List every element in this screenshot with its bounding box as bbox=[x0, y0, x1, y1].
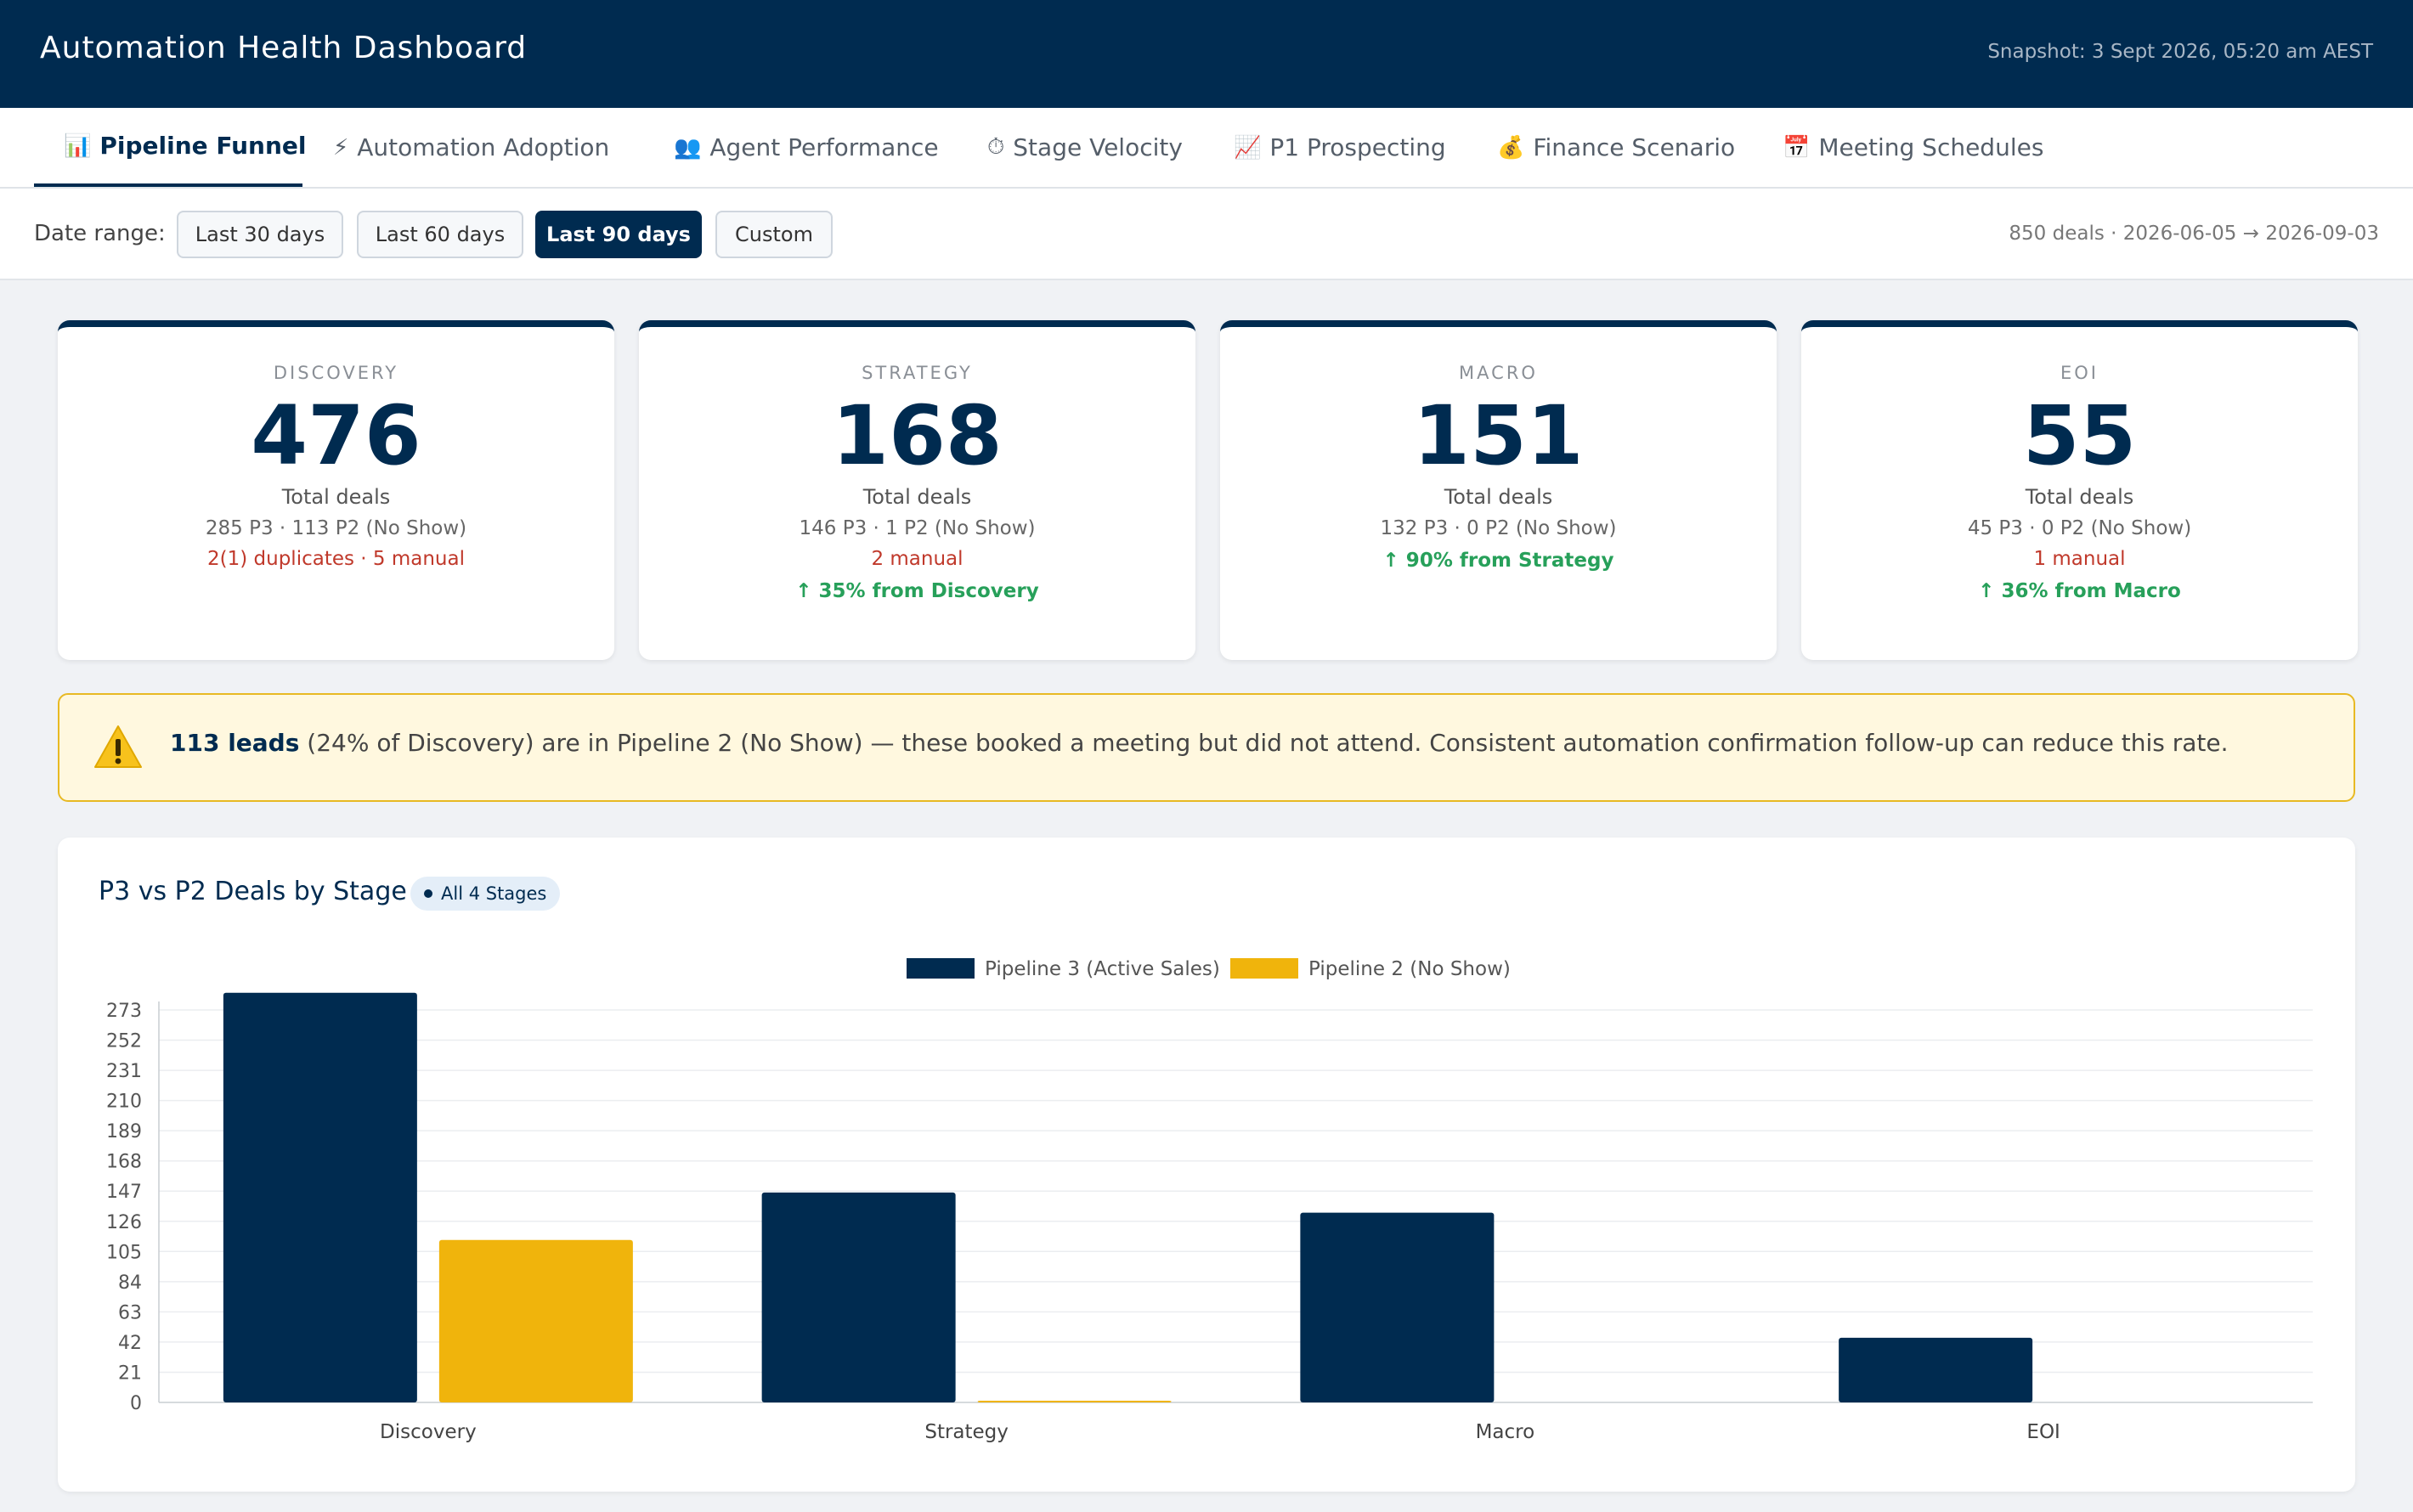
app-title: Automation Health Dashboard bbox=[40, 31, 528, 65]
card-value: 168 bbox=[832, 388, 1003, 483]
card-detail: 285 P3 · 113 P2 (No Show) bbox=[205, 516, 467, 539]
card-value: 476 bbox=[251, 388, 421, 483]
tab-label: Agent Performance bbox=[709, 133, 939, 161]
money-bag-icon: 💰 bbox=[1497, 134, 1525, 161]
y-tick-label: 63 bbox=[118, 1302, 142, 1323]
trend-up-icon: 📈 bbox=[1234, 134, 1262, 161]
chart-title: P3 vs P2 Deals by Stage bbox=[99, 877, 407, 906]
badge-label: All 4 Stages bbox=[441, 883, 547, 904]
card-subtitle: Total deals bbox=[1444, 484, 1553, 509]
snapshot-timestamp: Snapshot: 3 Sept 2026, 05:20 am AEST bbox=[1987, 41, 2373, 63]
people-icon: 👥 bbox=[674, 134, 702, 161]
stage-card-macro: MACRO 151 Total deals 132 P3 · 0 P2 (No … bbox=[1220, 320, 1777, 660]
range-90-days-button[interactable]: Last 90 days bbox=[535, 211, 702, 258]
tab-label: P1 Prospecting bbox=[1269, 133, 1446, 161]
legend-swatch bbox=[907, 958, 975, 979]
y-tick-label: 0 bbox=[130, 1393, 142, 1414]
legend-swatch bbox=[1230, 958, 1298, 979]
tab-bar: 📊 Pipeline Funnel ⚡ Automation Adoption … bbox=[0, 108, 2413, 189]
alert-message: 113 leads (24% of Discovery) are in Pipe… bbox=[170, 725, 2328, 761]
stopwatch-icon: ⏱ bbox=[987, 134, 1005, 160]
card-warning: 2 manual bbox=[871, 547, 964, 570]
range-custom-button[interactable]: Custom bbox=[715, 211, 833, 258]
card-detail: 146 P3 · 1 P2 (No Show) bbox=[799, 516, 1036, 539]
tab-pipeline-funnel[interactable]: 📊 Pipeline Funnel bbox=[34, 108, 307, 187]
y-tick-label: 273 bbox=[106, 1001, 142, 1022]
bar-eoi-p3 bbox=[1839, 1337, 2033, 1402]
card-conversion: ↑ 36% from Macro bbox=[1978, 579, 2181, 602]
x-tick-label: Macro bbox=[1476, 1421, 1535, 1443]
x-tick-label: EOI bbox=[2026, 1421, 2060, 1443]
card-warning: 2(1) duplicates · 5 manual bbox=[207, 547, 465, 570]
card-value: 55 bbox=[2022, 388, 2137, 483]
card-label: STRATEGY bbox=[862, 363, 973, 383]
legend-label: Pipeline 3 (Active Sales) bbox=[985, 958, 1220, 980]
card-label: MACRO bbox=[1459, 363, 1538, 383]
card-conversion: ↑ 90% from Strategy bbox=[1382, 549, 1614, 572]
legend-label: Pipeline 2 (No Show) bbox=[1308, 958, 1511, 980]
tab-stage-velocity[interactable]: ⏱ Stage Velocity bbox=[987, 108, 1183, 187]
card-label: DISCOVERY bbox=[273, 363, 399, 383]
y-tick-label: 210 bbox=[106, 1092, 142, 1113]
range-30-days-button[interactable]: Last 30 days bbox=[177, 211, 343, 258]
y-tick-label: 21 bbox=[118, 1362, 142, 1384]
stage-filter-badge[interactable]: All 4 Stages bbox=[410, 877, 561, 911]
card-subtitle: Total deals bbox=[2025, 484, 2134, 509]
range-60-days-button[interactable]: Last 60 days bbox=[357, 211, 523, 258]
tab-agent-performance[interactable]: 👥 Agent Performance bbox=[674, 108, 939, 187]
stage-chart-panel: P3 vs P2 Deals by Stage All 4 Stages 0 21… bbox=[58, 838, 2355, 1492]
y-tick-label: 168 bbox=[106, 1152, 142, 1173]
bar-macro-p3 bbox=[1300, 1212, 1495, 1402]
tab-finance-scenario[interactable]: 💰 Finance Scenario bbox=[1497, 108, 1735, 187]
lightning-icon: ⚡ bbox=[333, 134, 349, 161]
y-tick-label: 105 bbox=[106, 1242, 142, 1263]
bar-chart-icon: 📊 bbox=[64, 133, 92, 159]
warning-icon bbox=[94, 725, 142, 768]
card-value: 151 bbox=[1413, 388, 1584, 483]
y-tick-label: 231 bbox=[106, 1061, 142, 1082]
bar-strategy-p2 bbox=[977, 1401, 1172, 1402]
tab-label: Stage Velocity bbox=[1013, 133, 1183, 161]
card-conversion: ↑ 35% from Discovery bbox=[795, 579, 1039, 602]
alert-body: (24% of Discovery) are in Pipeline 2 (No… bbox=[299, 729, 2229, 757]
card-detail: 45 P3 · 0 P2 (No Show) bbox=[1967, 516, 2192, 539]
bar-strategy-p3 bbox=[761, 1192, 956, 1402]
y-tick-label: 126 bbox=[106, 1212, 142, 1233]
bar-discovery-p2 bbox=[438, 1239, 633, 1402]
bar-discovery-p3 bbox=[223, 992, 417, 1402]
card-subtitle: Total deals bbox=[862, 484, 972, 509]
no-show-alert: 113 leads (24% of Discovery) are in Pipe… bbox=[58, 693, 2355, 802]
card-detail: 132 P3 · 0 P2 (No Show) bbox=[1380, 516, 1617, 539]
tab-label: Automation Adoption bbox=[357, 133, 610, 161]
y-tick-label: 84 bbox=[118, 1272, 142, 1294]
tab-p1-prospecting[interactable]: 📈 P1 Prospecting bbox=[1234, 108, 1446, 187]
x-tick-label: Strategy bbox=[924, 1421, 1009, 1443]
card-label: EOI bbox=[2060, 363, 2099, 383]
x-tick-label: Discovery bbox=[380, 1421, 477, 1443]
tab-label: Finance Scenario bbox=[1533, 133, 1736, 161]
alert-highlight: 113 leads bbox=[170, 729, 300, 757]
deal-count-range: 850 deals · 2026-06-05 → 2026-09-03 bbox=[2009, 223, 2379, 245]
card-warning: 1 manual bbox=[2033, 547, 2126, 570]
tab-label: Meeting Schedules bbox=[1818, 133, 2044, 161]
date-range-label: Date range: bbox=[34, 221, 166, 246]
card-subtitle: Total deals bbox=[281, 484, 391, 509]
bar-chart: 0 21 42 63 84 105 126 147 168 189 210 231 252 273 Disc… bbox=[106, 958, 2313, 1443]
y-tick-label: 252 bbox=[106, 1031, 142, 1052]
y-tick-label: 42 bbox=[118, 1333, 142, 1354]
stage-card-strategy: STRATEGY 168 Total deals 146 P3 · 1 P2 (… bbox=[639, 320, 1195, 660]
tab-label: Pipeline Funnel bbox=[99, 132, 307, 160]
stage-card-eoi: EOI 55 Total deals 45 P3 · 0 P2 (No Show… bbox=[1801, 320, 2358, 660]
tab-automation-adoption[interactable]: ⚡ Automation Adoption bbox=[333, 108, 609, 187]
badge-dot-icon bbox=[424, 889, 432, 898]
y-tick-label: 189 bbox=[106, 1121, 142, 1142]
tab-meeting-schedules[interactable]: 📅 Meeting Schedules bbox=[1783, 108, 2043, 187]
filter-bar: Date range: Last 30 days Last 60 days La… bbox=[0, 189, 2413, 280]
y-tick-label: 147 bbox=[106, 1182, 142, 1203]
calendar-icon: 📅 bbox=[1783, 134, 1811, 161]
stage-card-discovery: DISCOVERY 476 Total deals 285 P3 · 113 P… bbox=[58, 320, 614, 660]
app-header: Automation Health Dashboard Snapshot: 3 … bbox=[0, 0, 2413, 108]
